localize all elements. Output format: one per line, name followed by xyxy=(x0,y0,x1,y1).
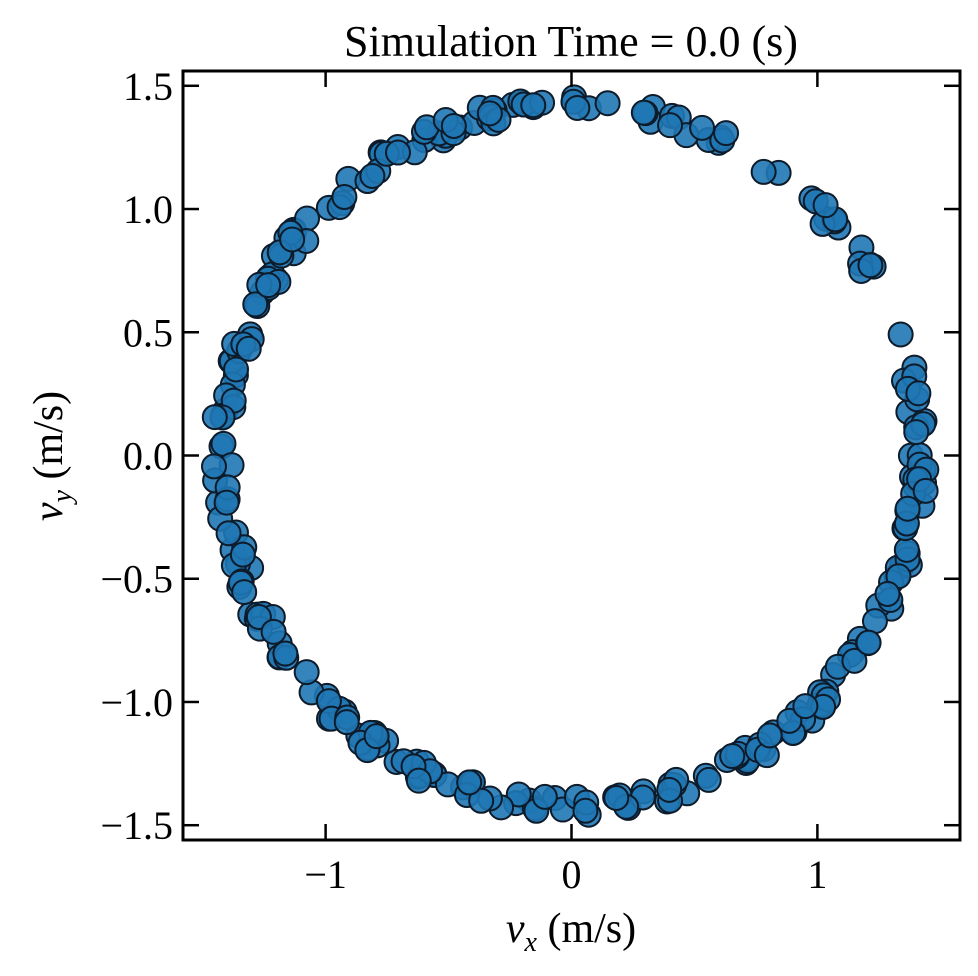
y-axis-label: vy (m/s) xyxy=(26,391,78,521)
scatter-point xyxy=(213,489,240,516)
scatter-point xyxy=(564,94,591,121)
scatter-point xyxy=(695,766,722,793)
scatter-point xyxy=(855,629,882,656)
scatter-point xyxy=(201,453,227,480)
scatter-point xyxy=(887,321,914,348)
y-tick-label: 0.0 xyxy=(123,434,173,479)
scatter-point xyxy=(223,356,250,383)
plot-frame xyxy=(181,69,962,842)
scatter-point xyxy=(756,722,783,749)
scatter-point xyxy=(603,784,630,811)
scatter-point xyxy=(812,192,839,219)
scatter-point xyxy=(235,335,262,362)
scatter-point xyxy=(359,162,386,189)
scatter-point xyxy=(861,608,888,635)
scatter-point xyxy=(231,579,258,606)
scatter-point xyxy=(841,647,868,674)
scatter-point xyxy=(363,723,390,750)
scatter-point xyxy=(572,797,599,824)
scatter-point xyxy=(719,743,746,770)
scatter-point xyxy=(689,114,716,141)
scatter-point xyxy=(792,693,819,720)
y-tick-labels: 1.5 1.0 0.5 0.0 −0.5 −1.0 −1.5 xyxy=(100,64,173,848)
scatter-point xyxy=(331,184,358,210)
axis-ticks xyxy=(183,71,960,840)
scatter-point xyxy=(874,580,901,607)
x-tick-label: 0 xyxy=(562,852,582,897)
x-axis-label: vx (m/s) xyxy=(506,906,636,958)
scatter-point xyxy=(894,495,921,522)
scatter-point xyxy=(505,781,532,808)
scatter-point xyxy=(260,618,287,645)
scatter-point xyxy=(750,158,777,185)
scatter-point xyxy=(229,541,256,568)
scatter-point xyxy=(520,92,547,119)
scatter-point xyxy=(857,252,884,279)
x-tick-label: −1 xyxy=(304,852,347,897)
scatter-point xyxy=(893,536,920,563)
y-tick-label: −1.5 xyxy=(100,803,173,848)
scatter-point xyxy=(630,99,657,126)
scatter-point xyxy=(255,272,282,299)
x-tick-labels: −1 0 1 xyxy=(304,852,827,897)
y-tick-label: 1.5 xyxy=(123,64,173,109)
scatter-point xyxy=(405,767,432,794)
scatter-point xyxy=(293,659,320,686)
scatter-point xyxy=(242,291,269,318)
scatter-point xyxy=(656,776,683,803)
scatter-point xyxy=(713,120,740,147)
scatter-point xyxy=(440,112,467,139)
y-tick-label: 0.5 xyxy=(123,310,173,355)
scatter-point xyxy=(476,100,503,127)
scatter-point xyxy=(468,787,495,814)
y-tick-label: −0.5 xyxy=(100,557,173,602)
scatter-point xyxy=(279,226,306,253)
scatter-point xyxy=(333,709,360,736)
scatter-point xyxy=(201,404,228,431)
scatter-points xyxy=(201,84,940,828)
y-tick-label: 1.0 xyxy=(123,187,173,232)
y-tick-label: −1.0 xyxy=(100,680,173,725)
scatter-point xyxy=(531,783,558,810)
scatter-point xyxy=(594,90,621,117)
scatter-point xyxy=(776,707,803,734)
scatter-point xyxy=(272,640,299,667)
scatter-point xyxy=(215,520,242,547)
scatter-point xyxy=(903,419,930,446)
chart-title: Simulation Time = 0.0 (s) xyxy=(344,17,798,66)
scatter-point xyxy=(912,477,939,504)
scatter-point xyxy=(657,112,684,139)
scatter-point xyxy=(905,380,932,407)
x-tick-label: 1 xyxy=(807,852,827,897)
scatter-point xyxy=(384,139,411,166)
scatter-point xyxy=(456,769,483,796)
